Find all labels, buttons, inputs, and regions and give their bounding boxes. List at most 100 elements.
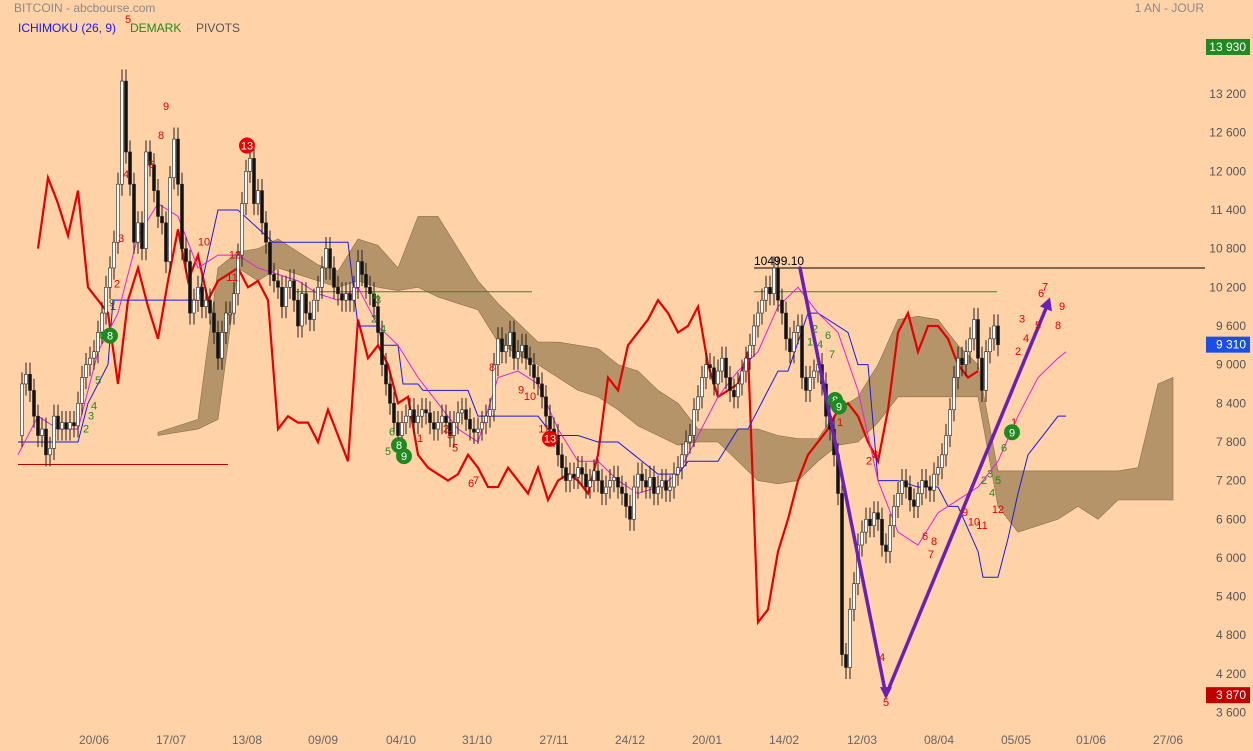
candle-59: [252, 146, 256, 216]
candle-body: [588, 480, 592, 488]
candle-body: [440, 415, 444, 423]
demark-count-sell: 3: [118, 233, 124, 245]
candle-156: [640, 462, 644, 493]
demark-count-sell: 1: [837, 417, 843, 429]
candle-97: [404, 404, 408, 435]
candle-body: [216, 332, 220, 359]
price-badge-bg: [1206, 38, 1250, 55]
candle-body: [400, 422, 404, 436]
candle-body: [436, 422, 440, 430]
candle-body: [416, 415, 420, 423]
candle-body: [304, 293, 308, 314]
candle-227: [924, 469, 928, 499]
candle-187: [764, 275, 768, 312]
candle-68: [288, 269, 292, 299]
candle-body: [276, 280, 280, 288]
demark-badge-circle: [542, 430, 558, 447]
candle-19: [92, 340, 96, 370]
candle-body: [704, 364, 708, 378]
x-tick-label: 09/09: [308, 733, 338, 747]
candle-24: [112, 230, 116, 280]
candle-170: [696, 385, 700, 422]
candle-167: [684, 430, 688, 467]
demark-count-buy: 1: [807, 336, 813, 348]
candle-199: [812, 359, 816, 390]
candle-body: [112, 241, 116, 269]
indicator-ichimoku-label[interactable]: ICHIMOKU (26, 9): [18, 21, 117, 35]
pivot-levels: [18, 267, 1205, 465]
x-tick-label: 08/04: [924, 733, 954, 747]
candle-body: [396, 422, 400, 436]
candle-81: [340, 282, 344, 312]
candle-149: [612, 465, 616, 493]
candle-123: [508, 320, 512, 357]
candle-body: [336, 286, 340, 295]
candle-165: [676, 456, 680, 486]
candle-14: [72, 411, 76, 438]
demark-count-sell: 10: [524, 391, 536, 403]
price-badge-label: 9 310: [1216, 338, 1246, 352]
candle-body: [692, 409, 696, 436]
candle-body: [212, 312, 216, 333]
candle-body: [408, 409, 412, 417]
candle-8: [48, 436, 52, 467]
candle-111: [460, 398, 464, 425]
candle-body: [164, 222, 168, 262]
candle-79: [332, 256, 336, 299]
candle-body: [712, 367, 716, 385]
candle-73: [308, 301, 312, 332]
trendline-1: [884, 301, 1050, 697]
candle-112: [464, 398, 468, 431]
candle-47: [204, 288, 208, 319]
candle-body: [20, 383, 24, 436]
candle-130: [536, 365, 540, 396]
candle-body: [452, 422, 456, 436]
candle-129: [532, 353, 536, 390]
candle-body: [564, 467, 568, 481]
candle-body: [896, 493, 900, 507]
candle-body: [768, 286, 772, 295]
indicator-pivots-label[interactable]: PIVOTS: [196, 21, 241, 35]
candle-body: [320, 267, 324, 288]
candle-138: [568, 462, 572, 493]
demark-count-sell: 6: [148, 159, 154, 171]
demark-badge-label: 13: [241, 141, 253, 153]
price-badge-bg: [1206, 687, 1250, 704]
demark-count-buy: 2: [981, 475, 987, 487]
candle-234: [952, 365, 956, 422]
candle-body: [356, 261, 360, 288]
candle-body: [324, 248, 328, 269]
candle-body: [984, 351, 988, 391]
candle-33: [148, 140, 152, 177]
candle-body: [932, 473, 936, 491]
candle-91: [380, 320, 384, 377]
chart-title: BITCOIN - abcbourse.com: [14, 1, 156, 15]
candle-body: [776, 267, 780, 301]
candle-body: [280, 286, 284, 307]
demark-count-sell: 1: [110, 301, 116, 313]
x-tick-label: 27/11: [539, 733, 568, 747]
candle-40: [176, 127, 180, 196]
candle-181: [740, 359, 744, 396]
trendline-0: [798, 266, 888, 697]
candle-body: [484, 415, 488, 423]
candle-146: [600, 469, 604, 506]
indicator-demark-label[interactable]: DEMARK: [130, 21, 182, 35]
demark-count-sell: 7: [1042, 282, 1048, 294]
x-tick-label: 04/10: [386, 733, 416, 747]
candle-60: [256, 179, 260, 216]
candle-body: [144, 151, 148, 249]
candle-244: [992, 314, 996, 351]
candle-body: [988, 338, 992, 353]
candle-229: [932, 462, 936, 502]
period-label[interactable]: 1 AN - JOUR: [1134, 1, 1204, 15]
candle-89: [372, 282, 376, 319]
y-tick-label: 11 400: [1210, 203, 1246, 217]
candle-body: [880, 518, 884, 546]
demark-badge-label: 8: [107, 331, 113, 343]
demark-badge-circle: [102, 327, 118, 344]
candle-160: [656, 475, 660, 506]
y-tick-label: 4 800: [1216, 628, 1246, 642]
candle-body: [76, 402, 80, 427]
